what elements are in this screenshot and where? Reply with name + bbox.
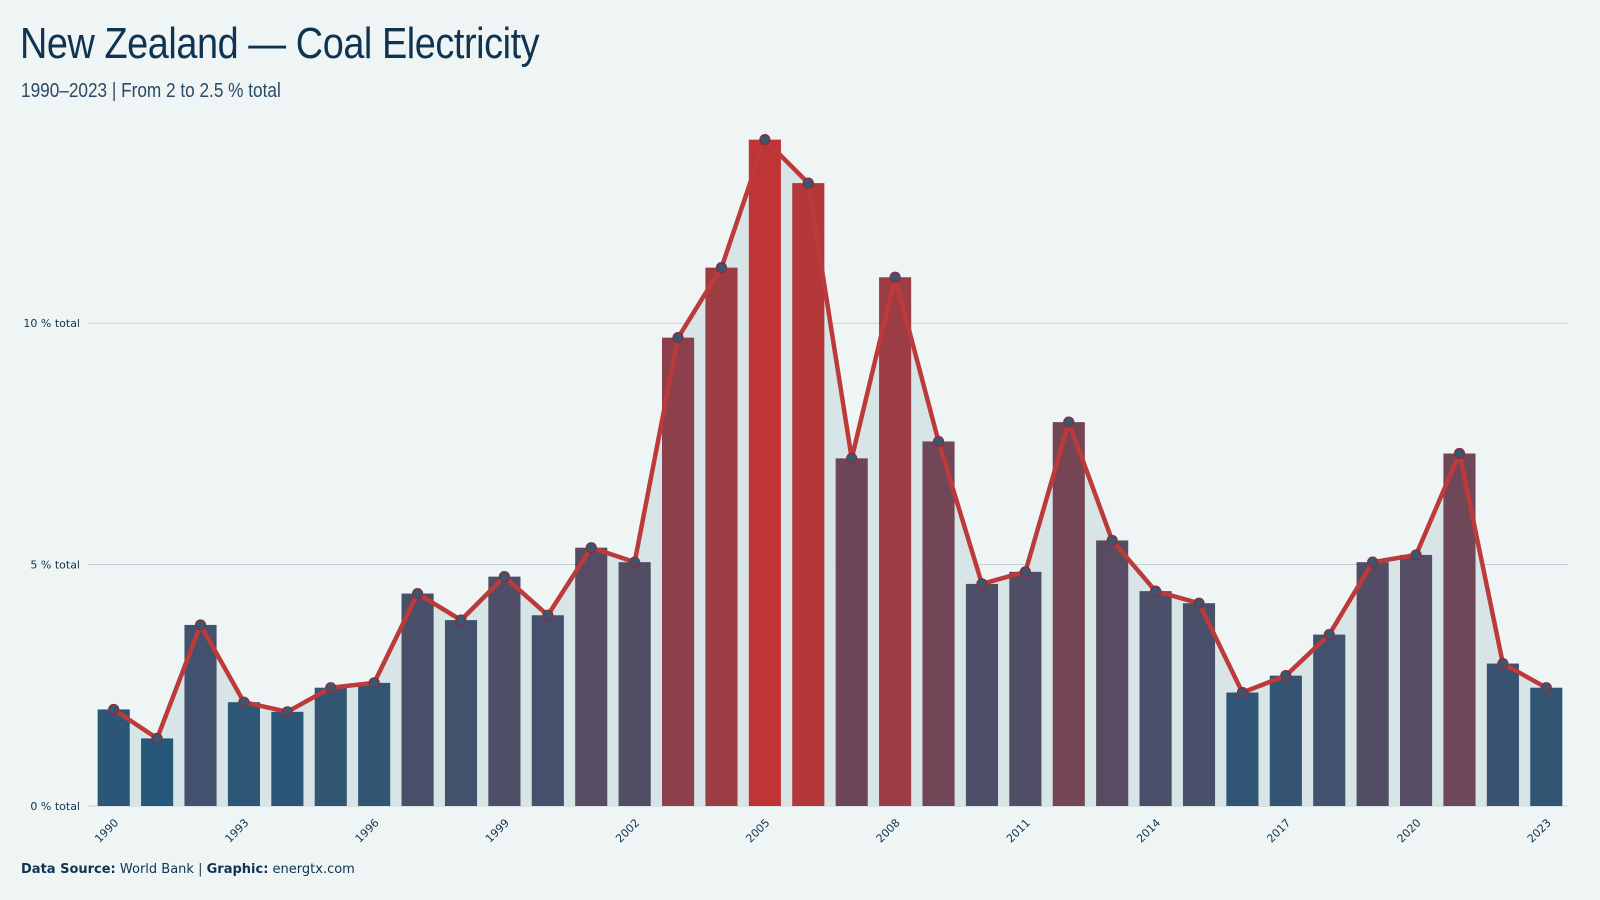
bar <box>358 682 391 806</box>
graphic-value: energtx.com <box>272 862 355 877</box>
chart-title: New Zealand — Coal Electricity <box>20 19 540 68</box>
caption-separator: | <box>198 862 203 877</box>
bar <box>1182 603 1216 806</box>
data-point <box>629 556 641 568</box>
data-point <box>846 452 858 464</box>
data-point <box>1106 534 1118 547</box>
source-value: World Bank <box>119 862 194 877</box>
bar <box>1052 422 1085 806</box>
data-point <box>1540 682 1552 694</box>
data-point <box>932 435 945 448</box>
data-point <box>1453 447 1466 460</box>
bar <box>1096 540 1129 806</box>
data-point <box>194 619 207 631</box>
data-point <box>108 703 120 716</box>
data-point <box>455 614 467 626</box>
bar <box>1313 634 1346 806</box>
bar <box>879 277 912 806</box>
data-point <box>889 271 901 283</box>
data-point <box>759 134 771 146</box>
bar <box>1399 554 1433 806</box>
data-point <box>1149 585 1162 597</box>
data-point <box>151 732 163 745</box>
data-point <box>976 578 988 590</box>
bar <box>792 183 825 807</box>
source-label: Data Source: <box>21 862 116 877</box>
x-tick-label: 2020 <box>1395 816 1424 845</box>
bar <box>444 620 478 806</box>
data-point <box>1280 670 1292 682</box>
bar <box>1530 687 1563 806</box>
data-point <box>1236 686 1249 699</box>
bar <box>575 547 608 806</box>
series-line <box>111 137 1549 741</box>
bar <box>835 458 868 806</box>
y-tick-label: 10 % total <box>23 317 80 330</box>
data-point <box>1193 597 1205 609</box>
graphic-label: Graphic: <box>206 862 269 877</box>
x-tick-label: 2005 <box>743 816 772 845</box>
data-point <box>1410 549 1422 561</box>
bar <box>401 593 434 806</box>
x-tick-label: 1990 <box>92 816 121 845</box>
source-caption: Data Source: World Bank | Graphic: energ… <box>21 862 355 877</box>
data-point <box>715 262 728 274</box>
bar <box>141 738 174 806</box>
bar <box>97 709 130 806</box>
bar <box>922 441 955 806</box>
x-tick-label: 2011 <box>1004 816 1033 845</box>
data-point <box>325 682 337 694</box>
data-point <box>802 177 814 189</box>
data-point <box>672 332 684 344</box>
data-point <box>238 696 250 708</box>
y-tick-label: 5 % total <box>30 559 80 572</box>
y-tick-label: 0 % total <box>30 800 80 813</box>
bar <box>531 615 564 806</box>
x-tick-label: 1993 <box>223 816 252 845</box>
bar <box>618 562 651 806</box>
x-tick-label: 1999 <box>483 816 512 845</box>
bar <box>271 711 304 806</box>
data-point <box>368 677 380 689</box>
bar <box>227 702 261 806</box>
bar <box>1009 571 1042 806</box>
bar <box>1139 591 1172 806</box>
data-point <box>411 587 424 600</box>
bar <box>705 267 738 807</box>
x-tick-label: 2017 <box>1264 816 1293 845</box>
bar <box>314 687 347 806</box>
data-point <box>1367 556 1379 568</box>
bar <box>1356 562 1389 806</box>
data-point <box>1323 628 1335 641</box>
data-point <box>585 542 597 554</box>
x-tick-label: 2023 <box>1525 816 1554 845</box>
data-point <box>281 706 293 718</box>
data-point <box>1019 566 1031 578</box>
bar <box>1226 692 1259 806</box>
x-tick-label: 1996 <box>353 816 382 845</box>
bar <box>1269 675 1302 806</box>
data-point <box>1497 657 1509 670</box>
bar <box>1486 663 1519 806</box>
bar <box>488 576 521 806</box>
x-tick-label: 2002 <box>613 816 642 845</box>
data-point <box>1063 416 1075 428</box>
chart-subtitle: 1990–2023 | From 2 to 2.5 % total <box>21 80 281 102</box>
bar <box>661 337 695 806</box>
data-point <box>542 609 554 621</box>
x-tick-label: 2014 <box>1134 816 1163 845</box>
data-point <box>498 571 511 583</box>
x-tick-label: 2008 <box>874 816 903 845</box>
bar <box>965 583 999 806</box>
bar <box>748 139 781 806</box>
